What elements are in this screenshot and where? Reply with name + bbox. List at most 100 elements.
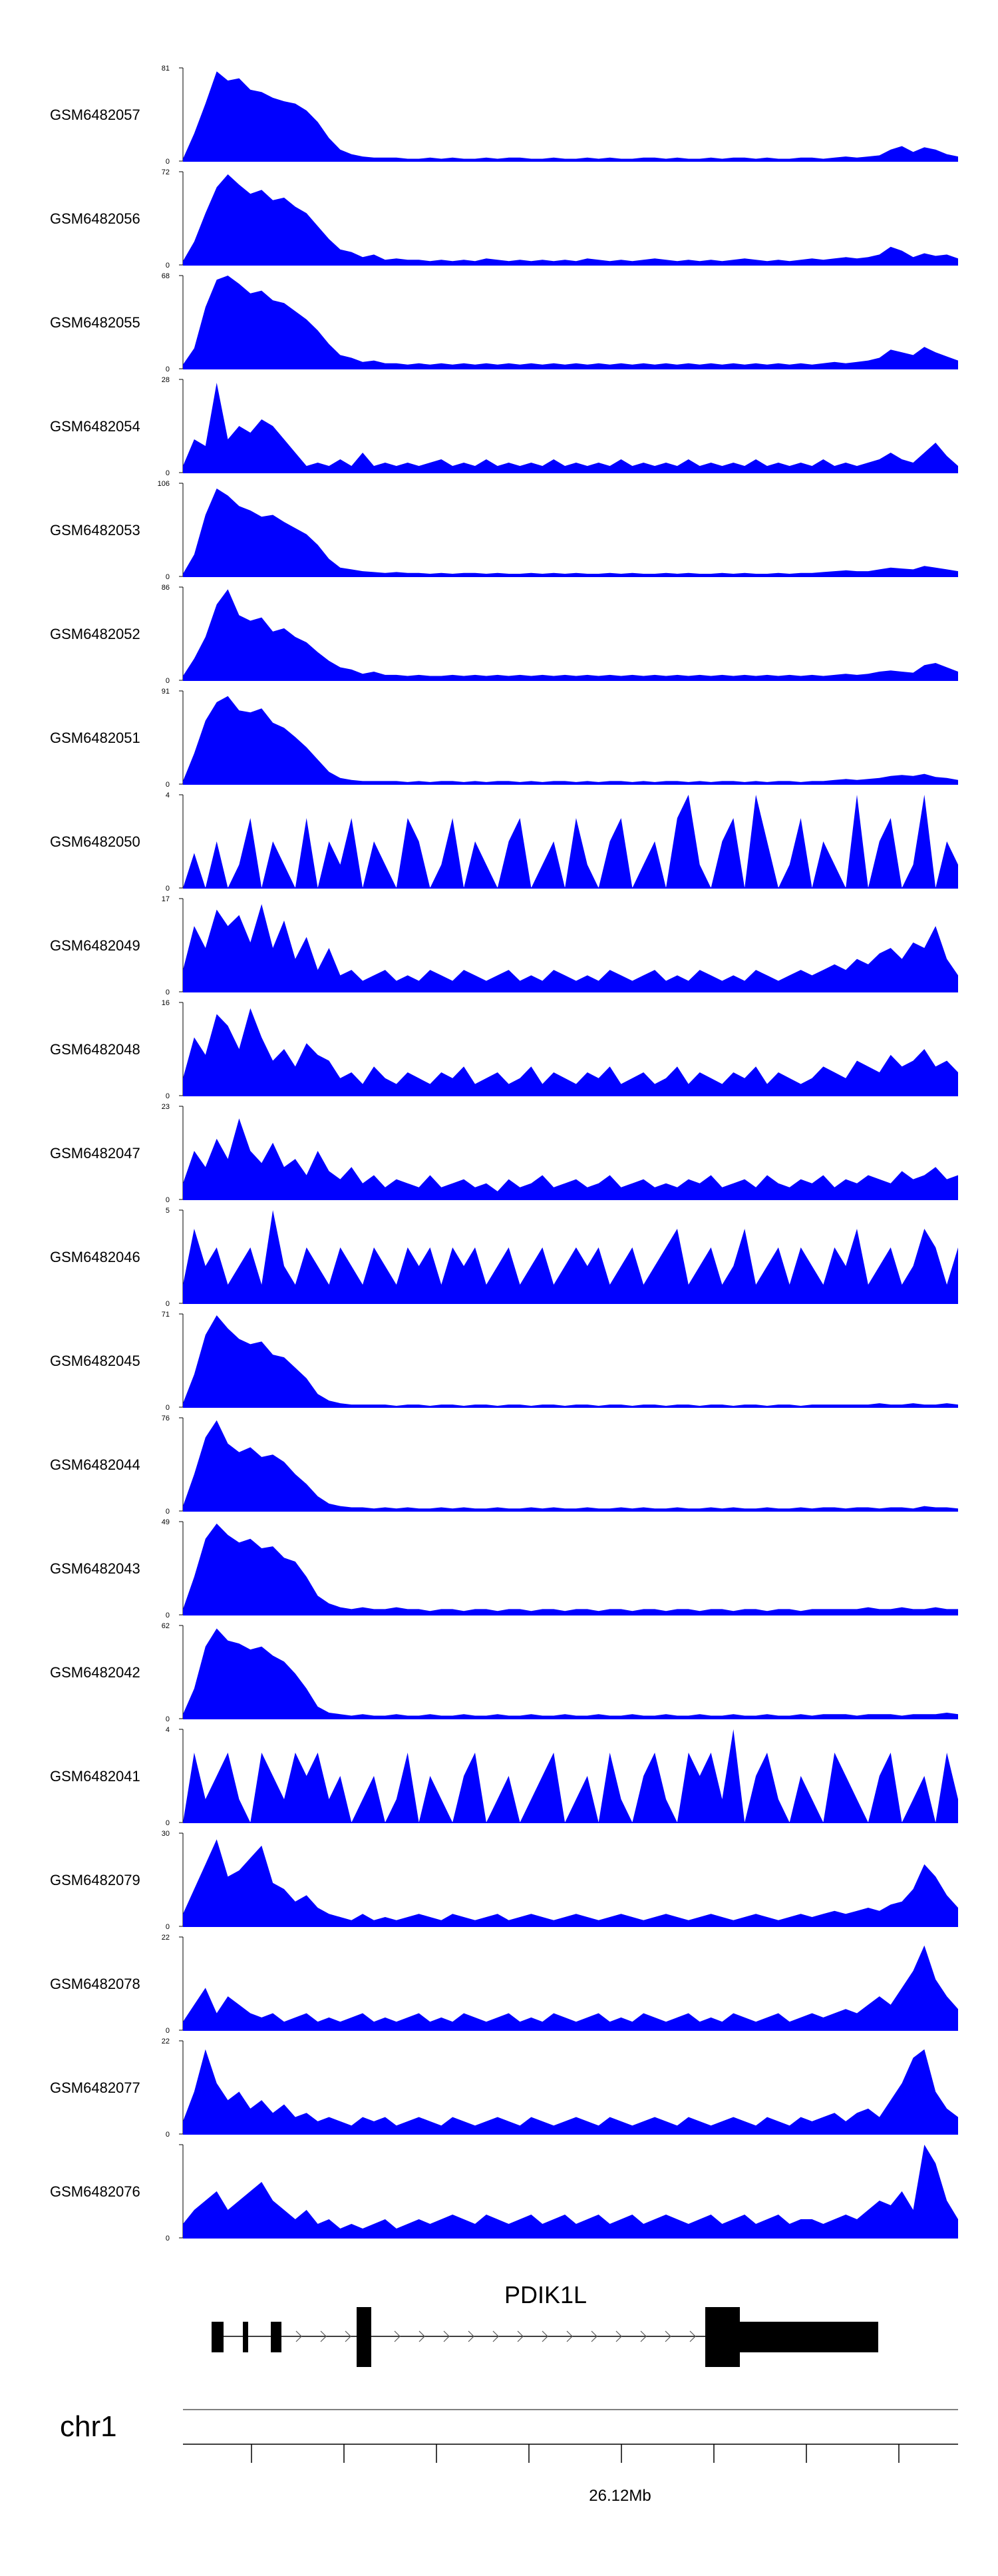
track-GSM6482043: GSM6482043 49 0 (50, 1518, 958, 1619)
coverage-area (183, 1315, 958, 1407)
coverage-area (183, 1523, 958, 1615)
y-min-label: 0 (166, 1300, 170, 1308)
coverage-area (183, 383, 958, 473)
track-GSM6482077: GSM6482077 22 0 (50, 2038, 958, 2139)
strand-arrow (591, 2330, 597, 2342)
exon-2 (243, 2322, 248, 2352)
y-max-label: 4 (166, 1726, 170, 1734)
track-GSM6482057: GSM6482057 81 0 (50, 65, 958, 166)
track-GSM6482050: GSM6482050 4 0 (50, 791, 958, 893)
track-GSM6482078: GSM6482078 22 0 (50, 1934, 958, 2035)
y-max-label: 23 (162, 1103, 170, 1111)
track-GSM6482048: GSM6482048 16 0 (50, 999, 958, 1100)
y-min-label: 0 (166, 573, 170, 581)
strand-arrow (492, 2330, 499, 2342)
track-label: GSM6482079 (50, 1872, 140, 1888)
y-min-label: 0 (166, 2235, 170, 2243)
track-label: GSM6482076 (50, 2183, 140, 2200)
track-GSM6482079: GSM6482079 30 0 (50, 1830, 958, 1931)
coverage-area (183, 1729, 958, 1823)
track-label: GSM6482055 (50, 314, 140, 331)
track-label: GSM6482077 (50, 2079, 140, 2096)
gene-track: PDIK1L (212, 2281, 878, 2367)
track-label: GSM6482051 (50, 730, 140, 746)
y-max-label: 81 (162, 65, 170, 73)
strand-arrow (615, 2330, 622, 2342)
strand-arrow (640, 2330, 647, 2342)
track-GSM6482052: GSM6482052 86 0 (50, 584, 958, 685)
y-max-label: 76 (162, 1414, 170, 1422)
track-GSM6482044: GSM6482044 76 0 (50, 1414, 958, 1516)
strand-arrow (542, 2330, 548, 2342)
track-GSM6482042: GSM6482042 62 0 (50, 1622, 958, 1723)
track-GSM6482076: GSM6482076 0 (50, 2144, 958, 2243)
coverage-area (183, 1420, 958, 1511)
y-max-label: 22 (162, 1934, 170, 1942)
y-max-label: 49 (162, 1518, 170, 1526)
y-max-label: 16 (162, 999, 170, 1007)
strand-arrow (394, 2330, 401, 2342)
track-label: GSM6482056 (50, 210, 140, 227)
track-GSM6482054: GSM6482054 28 0 (50, 376, 958, 477)
track-label: GSM6482042 (50, 1664, 140, 1681)
coverage-area (183, 1210, 958, 1303)
y-min-label: 0 (166, 1819, 170, 1827)
y-min-label: 0 (166, 1611, 170, 1619)
coverage-area (183, 795, 958, 888)
coverage-area (183, 71, 958, 161)
coverage-area (183, 1118, 958, 1199)
coverage-tracks: GSM6482057810GSM6482056720GSM6482055680G… (50, 65, 958, 2243)
strand-arrow (517, 2330, 524, 2342)
track-GSM6482041: GSM6482041 4 0 (50, 1726, 958, 1827)
coverage-area (183, 1839, 958, 1926)
y-max-label: 106 (158, 480, 170, 488)
track-label: GSM6482047 (50, 1145, 140, 1162)
y-min-label: 0 (166, 677, 170, 685)
track-label: GSM6482041 (50, 1768, 140, 1785)
y-max-label: 91 (162, 688, 170, 696)
exon-3 (271, 2322, 281, 2352)
coverage-area (183, 2145, 958, 2238)
track-GSM6482053: GSM6482053 106 0 (50, 480, 958, 581)
y-max-label: 86 (162, 584, 170, 592)
y-max-label: 4 (166, 791, 170, 799)
y-min-label: 0 (166, 1404, 170, 1412)
track-GSM6482056: GSM6482056 72 0 (50, 168, 958, 270)
coverage-area (183, 904, 958, 992)
coverage-area (183, 1008, 958, 1096)
track-label: GSM6482046 (50, 1249, 140, 1265)
track-label: GSM6482048 (50, 1041, 140, 1058)
coverage-area (183, 488, 958, 576)
coverage-area (183, 589, 958, 680)
y-min-label: 0 (166, 2131, 170, 2139)
coverage-area (183, 1945, 958, 2030)
strand-arrows (295, 2330, 696, 2342)
track-label: GSM6482053 (50, 522, 140, 538)
track-label: GSM6482044 (50, 1456, 140, 1473)
y-min-label: 0 (166, 2027, 170, 2035)
coverage-area (183, 1628, 958, 1719)
y-min-label: 0 (166, 1715, 170, 1723)
y-max-label: 17 (162, 895, 170, 903)
y-max-label: 28 (162, 376, 170, 384)
y-min-label: 0 (166, 781, 170, 789)
y-min-label: 0 (166, 469, 170, 477)
y-min-label: 0 (166, 1196, 170, 1204)
x-tick-label: 26.12Mb (589, 2487, 651, 2505)
track-label: GSM6482050 (50, 833, 140, 850)
exon-1 (212, 2322, 224, 2352)
track-label: GSM6482045 (50, 1353, 140, 1369)
coverage-area (183, 276, 958, 369)
chromosome-axis: chr1 26.12Mb (60, 2409, 958, 2505)
exon-5 (705, 2307, 740, 2367)
strand-arrow (566, 2330, 573, 2342)
track-GSM6482046: GSM6482046 5 0 (50, 1207, 958, 1308)
strand-arrow (418, 2330, 425, 2342)
exon-4 (357, 2307, 371, 2367)
strand-arrow (295, 2330, 302, 2342)
y-max-label: 71 (162, 1311, 170, 1319)
strand-arrow (345, 2330, 351, 2342)
y-max-label: 62 (162, 1622, 170, 1630)
y-max-label: 68 (162, 272, 170, 280)
track-GSM6482055: GSM6482055 68 0 (50, 272, 958, 373)
